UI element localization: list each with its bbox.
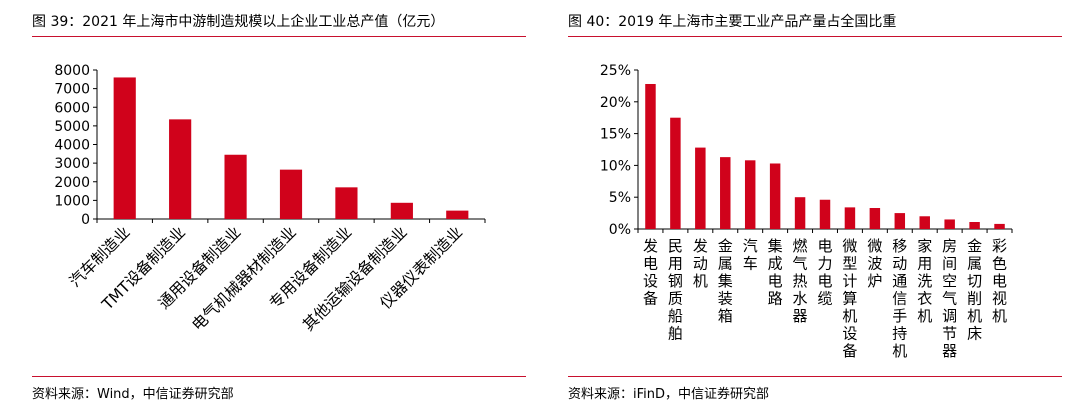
x-category-label: 移动通信手持机 xyxy=(892,237,907,360)
y-tick-label: 2000 xyxy=(54,175,90,191)
figure-39-panel: 图 39：2021 年上海市中游制造规模以上企业工业总产值（亿元） 0 1000 2… xyxy=(0,0,528,413)
x-category-label: 集成电路 xyxy=(768,237,783,308)
figure-title: 图 39：2021 年上海市中游制造规模以上企业工业总产值（亿元） xyxy=(32,14,445,30)
y-tick-label: 20% xyxy=(600,95,631,111)
bar xyxy=(224,154,247,219)
bar xyxy=(744,160,756,229)
y-tick-label: 0% xyxy=(609,222,631,238)
figure-40-panel: 图 40：2019 年上海市主要工业产品产量占全国比重 0% 5% 10% 15% 20… xyxy=(552,0,1080,413)
bar xyxy=(279,169,303,219)
y-tick-label: 7000 xyxy=(54,82,90,98)
x-category-label: 金属集装箱 xyxy=(718,237,733,325)
x-category-label: 电气机械器材制造业 xyxy=(188,223,299,334)
y-tick-label: 5000 xyxy=(54,119,90,135)
y-tick-label: 3000 xyxy=(54,156,90,172)
y-tick-label: 0 xyxy=(81,212,90,228)
bar xyxy=(446,210,469,219)
y-tick-label: 1000 xyxy=(54,193,90,209)
source-note: 资料来源：iFinD，中信证券研究部 xyxy=(568,387,770,402)
bar xyxy=(113,77,136,219)
y-tick-label: 8000 xyxy=(54,63,90,79)
figure-title: 图 40：2019 年上海市主要工业产品产量占全国比重 xyxy=(568,14,897,30)
y-tick-label: 15% xyxy=(600,127,631,143)
source-rule xyxy=(568,376,1062,377)
bar xyxy=(919,216,930,229)
bar xyxy=(969,222,980,229)
x-category-label: 其他运输设备制造业 xyxy=(299,223,410,334)
x-category-label: 房间空气调节器 xyxy=(942,237,957,360)
bar xyxy=(169,119,192,219)
y-tick-label: 4000 xyxy=(54,138,90,154)
source-note: 资料来源：Wind，中信证券研究部 xyxy=(32,387,234,402)
x-category-label: 汽车 xyxy=(743,237,758,273)
bar xyxy=(695,147,706,229)
bar xyxy=(769,163,781,229)
x-category-label: 发电设备 xyxy=(643,237,658,308)
x-category-label: 家用洗衣机 xyxy=(917,237,932,325)
x-category-label: 发动机 xyxy=(693,237,708,290)
x-category-label: 民用钢质船舶 xyxy=(668,237,683,343)
bar xyxy=(894,213,906,229)
bar xyxy=(944,219,955,229)
chart-figure-40: 0% 5% 10% 15% 20% 25% 发电设备民用钢质船舶发动机金属集装箱汽车集成电路… xyxy=(600,63,1013,360)
bar xyxy=(994,223,1005,229)
y-tick-label: 10% xyxy=(600,158,631,174)
bar xyxy=(819,199,831,229)
x-category-label: 微型计算机设备 xyxy=(842,237,857,360)
bar xyxy=(645,83,656,229)
bar xyxy=(794,197,806,229)
x-category-label: 燃气热水器 xyxy=(793,237,808,325)
title-rule xyxy=(568,36,1062,37)
y-tick-label: 25% xyxy=(600,63,631,79)
x-category-label: 彩色电视机 xyxy=(992,237,1007,325)
bar xyxy=(720,157,731,229)
title-rule xyxy=(32,36,526,37)
x-category-label: 电力电缆 xyxy=(817,237,832,308)
bar xyxy=(844,207,856,229)
bar xyxy=(869,208,881,229)
bar xyxy=(670,117,681,229)
source-rule xyxy=(32,376,526,377)
x-category-label: 微波炉 xyxy=(867,237,882,290)
bar xyxy=(390,202,413,219)
y-tick-label: 6000 xyxy=(54,100,90,116)
bar xyxy=(335,187,358,219)
y-tick-label: 5% xyxy=(609,190,631,206)
chart-figure-39: 010002000300040005000600070008000汽车制造业TM… xyxy=(54,63,486,334)
x-category-label: 金属切削机床 xyxy=(967,237,982,343)
